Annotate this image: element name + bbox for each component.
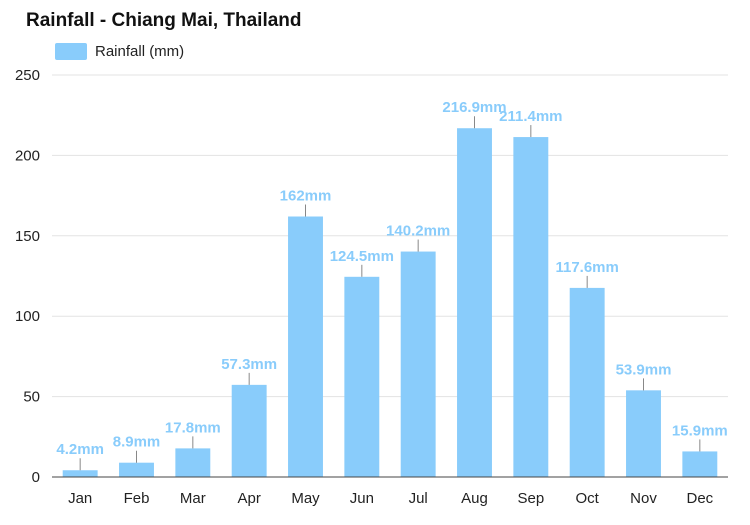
data-label-oct: 117.6mm: [555, 259, 618, 276]
y-tick-label: 250: [15, 67, 40, 84]
bar-nov[interactable]: [626, 390, 661, 477]
x-tick-label-jan: Jan: [68, 490, 92, 507]
x-tick-label-mar: Mar: [180, 490, 206, 507]
x-tick-label-feb: Feb: [124, 490, 150, 507]
legend-label: Rainfall (mm): [95, 43, 185, 60]
x-tick-label-apr: Apr: [237, 490, 260, 507]
data-label-feb: 8.9mm: [113, 434, 161, 451]
label-leaders: [79, 116, 701, 471]
bar-sep[interactable]: [513, 137, 549, 478]
x-tick-label-sep: Sep: [517, 490, 544, 507]
data-label-jul: 140.2mm: [386, 223, 450, 240]
data-label-dec: 15.9mm: [672, 422, 728, 439]
bar-dec[interactable]: [682, 451, 718, 477]
chart-title: Rainfall - Chiang Mai, Thailand: [26, 10, 302, 31]
y-tick-label: 0: [32, 469, 40, 486]
x-tick-label-jul: Jul: [409, 490, 428, 507]
data-label-mar: 17.8mm: [165, 419, 221, 436]
data-label-jan: 4.2mm: [56, 441, 104, 458]
x-tick-label-oct: Oct: [575, 490, 599, 507]
y-tick-label: 100: [15, 308, 40, 325]
data-label-aug: 216.9mm: [442, 99, 506, 116]
bar-may[interactable]: [288, 216, 323, 477]
y-tick-label: 150: [15, 228, 40, 245]
y-tick-label: 200: [15, 147, 40, 164]
bar-feb[interactable]: [119, 462, 154, 477]
y-tick-label: 50: [23, 389, 40, 406]
bar-jun[interactable]: [344, 276, 380, 477]
data-label-may: 162mm: [280, 188, 332, 205]
bar-jul[interactable]: [400, 251, 436, 477]
legend[interactable]: Rainfall (mm): [55, 43, 184, 60]
x-tick-label-dec: Dec: [686, 490, 713, 507]
bar-jan[interactable]: [62, 470, 98, 477]
y-tick-labels: 0 50 100 150 200 250: [15, 67, 40, 486]
data-label-nov: 53.9mm: [616, 361, 672, 378]
legend-swatch: [55, 43, 87, 60]
data-label-sep: 211.4mm: [499, 108, 562, 125]
bar-aug[interactable]: [457, 128, 492, 477]
x-tick-label-nov: Nov: [630, 490, 657, 507]
x-tick-label-aug: Aug: [461, 490, 488, 507]
x-tick-label-may: May: [291, 490, 320, 507]
data-label-apr: 57.3mm: [221, 356, 277, 373]
grid-lines: [52, 74, 728, 398]
bar-oct[interactable]: [569, 287, 605, 477]
bar-mar[interactable]: [175, 448, 211, 477]
data-label-jun: 124.5mm: [330, 248, 394, 265]
x-tick-label-jun: Jun: [350, 490, 374, 507]
x-tick-labels: Jan Feb Mar Apr May Jun Jul Aug Sep Oct Nov Dec: [68, 490, 714, 507]
bar-apr[interactable]: [231, 384, 267, 477]
bars: [62, 128, 718, 478]
